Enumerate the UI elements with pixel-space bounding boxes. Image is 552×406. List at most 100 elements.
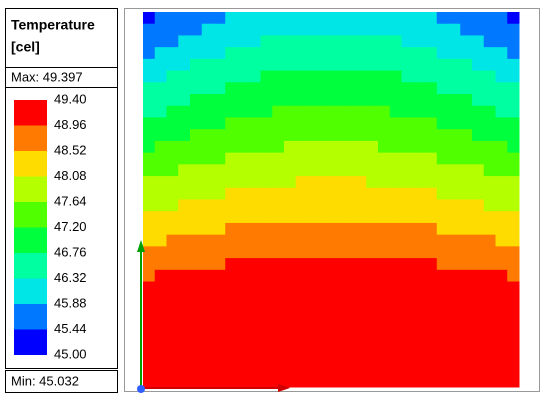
field-cell <box>237 340 250 353</box>
field-cell <box>425 340 438 353</box>
field-cell <box>307 176 320 189</box>
field-cell <box>507 187 520 200</box>
field-cell <box>331 70 344 83</box>
field-cell <box>507 105 520 118</box>
field-cell <box>319 328 332 341</box>
field-cell <box>425 176 438 189</box>
field-cell <box>154 328 167 341</box>
field-cell <box>307 70 320 83</box>
field-cell <box>295 12 308 25</box>
field-cell <box>389 70 402 83</box>
field-cell <box>389 117 402 130</box>
legend-level: 48.52 <box>54 142 87 157</box>
field-cell <box>295 129 308 142</box>
field-cell <box>225 363 238 376</box>
field-cell <box>425 164 438 177</box>
field-cell <box>213 164 226 177</box>
field-cell <box>366 328 379 341</box>
field-cell <box>143 304 156 318</box>
field-cell <box>295 293 308 306</box>
field-cell <box>507 117 520 130</box>
field-cell <box>178 105 191 118</box>
field-cell <box>307 293 320 306</box>
field-cell <box>190 363 203 376</box>
field-cell <box>166 12 179 25</box>
field-cell <box>472 58 485 72</box>
field-cell <box>389 328 402 341</box>
field-cell <box>378 363 391 376</box>
field-cell <box>225 94 238 107</box>
field-cell <box>483 211 496 224</box>
field-cell <box>225 117 238 130</box>
field-cell <box>507 304 520 318</box>
field-cell <box>425 222 438 236</box>
field-cell <box>354 187 367 200</box>
field-cell <box>295 82 308 95</box>
field-cell <box>178 70 191 83</box>
field-cell <box>178 12 191 25</box>
field-cell <box>354 340 367 353</box>
field-cell <box>248 47 261 60</box>
field-cell <box>143 328 156 341</box>
field-cell <box>272 94 285 107</box>
field-cell <box>295 199 308 212</box>
field-cell <box>143 12 156 25</box>
field-cell <box>319 12 332 25</box>
field-cell <box>201 164 214 177</box>
field-cell <box>472 351 485 365</box>
field-cell <box>260 152 273 165</box>
field-cell <box>507 35 520 48</box>
field-cell <box>436 246 449 259</box>
field-cell <box>342 234 355 247</box>
field-cell <box>425 351 438 365</box>
field-cell <box>295 70 308 83</box>
field-cell <box>389 234 402 247</box>
field-cell <box>342 304 355 318</box>
field-cell <box>272 234 285 247</box>
field-cell <box>272 222 285 236</box>
field-cell <box>354 375 367 388</box>
field-cell <box>483 129 496 142</box>
field-cell <box>483 328 496 341</box>
field-cell <box>260 58 273 72</box>
field-cell <box>366 94 379 107</box>
field-cell <box>213 82 226 95</box>
field-cell <box>237 58 250 72</box>
field-cell <box>472 340 485 353</box>
field-cell <box>319 35 332 48</box>
field-cell <box>413 152 426 165</box>
field-cell <box>307 129 320 142</box>
field-cell <box>307 211 320 224</box>
field-cell <box>201 187 214 200</box>
field-cell <box>413 316 426 329</box>
field-cell <box>260 187 273 200</box>
field-cell <box>425 47 438 60</box>
field-cell <box>166 351 179 365</box>
field-cell <box>495 35 508 48</box>
field-cell <box>378 140 391 154</box>
field-cell <box>436 82 449 95</box>
field-cell <box>507 82 520 95</box>
field-cell <box>401 152 414 165</box>
field-cell <box>260 234 273 247</box>
legend-swatch <box>14 227 47 253</box>
field-cell <box>472 152 485 165</box>
max-label: Max: 49.397 <box>11 69 83 84</box>
field-cell <box>342 82 355 95</box>
field-cell <box>354 23 367 36</box>
field-cell <box>166 281 179 294</box>
legend-swatch <box>14 329 47 355</box>
legend-swatch <box>14 253 47 279</box>
field-cell <box>248 340 261 353</box>
field-cell <box>425 304 438 318</box>
field-cell <box>166 117 179 130</box>
field-cell <box>366 375 379 388</box>
field-cell <box>307 363 320 376</box>
field-cell <box>272 23 285 36</box>
field-cell <box>201 293 214 306</box>
field-cell <box>331 293 344 306</box>
field-cell <box>366 281 379 294</box>
field-cell <box>389 164 402 177</box>
field-cell <box>413 105 426 118</box>
field-cell <box>495 94 508 107</box>
